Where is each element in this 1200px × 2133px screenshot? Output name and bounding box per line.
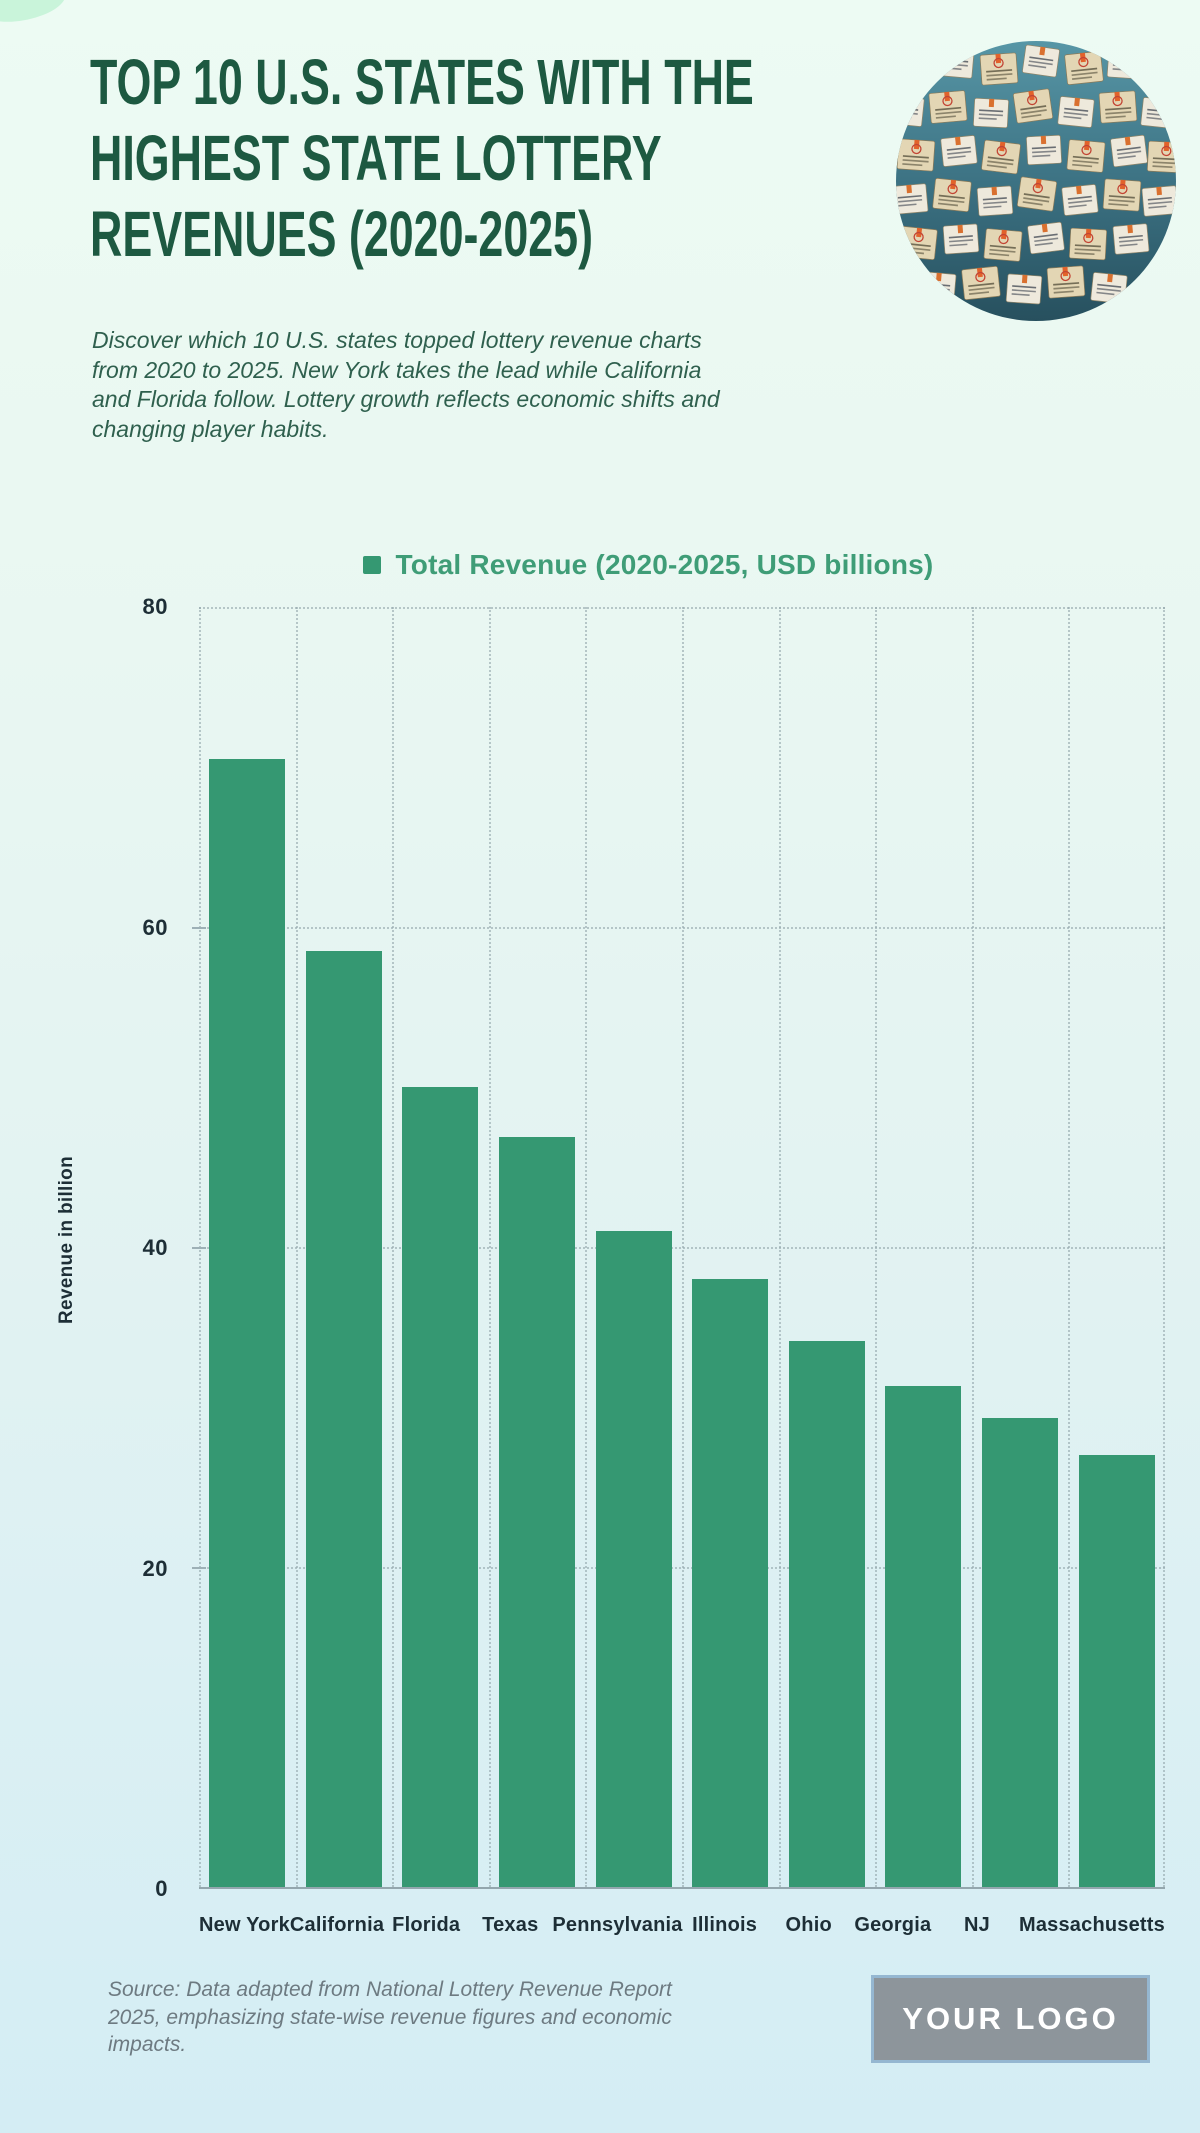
y-tick-label: 40 [142, 1235, 168, 1260]
y-axis-tick [192, 927, 206, 929]
gridline-horizontal [199, 1567, 1165, 1569]
bar-cell [1068, 607, 1165, 1887]
y-tick-label: 80 [142, 594, 168, 619]
hero-image [896, 41, 1176, 321]
bar-massachusetts [1078, 1455, 1155, 1887]
bar-nj [982, 1418, 1059, 1887]
bar-cell [296, 607, 393, 1887]
bar-new-york [209, 759, 286, 1887]
gridline-horizontal [199, 607, 1165, 609]
bar-cell [972, 607, 1069, 1887]
bar-texas [499, 1136, 576, 1887]
legend-label: Total Revenue (2020-2025, USD billions) [395, 549, 934, 580]
y-tick-label: 60 [142, 914, 168, 940]
x-tick-label: Georgia [854, 1914, 932, 1936]
y-axis-tick [192, 1567, 206, 1569]
description: Discover which 10 U.S. states topped lot… [92, 327, 720, 442]
chart-legend: Total Revenue (2020-2025, USD billions) [130, 549, 1166, 581]
x-tick-label: New York [199, 1914, 290, 1936]
bar-cell [199, 607, 296, 1887]
plot-area [192, 607, 1165, 1889]
y-tick-label: 0 [155, 1876, 168, 1901]
x-tick-label: Pennsylvania [552, 1914, 683, 1936]
logo-placeholder: YOUR LOGO [871, 1975, 1150, 2063]
x-tick-label: Florida [392, 1914, 461, 1936]
legend-swatch-icon [362, 556, 381, 574]
bar-georgia [885, 1386, 962, 1887]
corner-decoration [0, 0, 69, 29]
source-note: Source: Data adapted from National Lotte… [108, 1978, 672, 2056]
x-tick-label: Massachusetts [1018, 1914, 1165, 1936]
bar-illinois [692, 1279, 769, 1887]
x-tick-label: California [289, 1914, 385, 1936]
bar-pennsylvania [595, 1231, 672, 1887]
bar-florida [402, 1087, 479, 1887]
lottery-tickets-illustration [896, 41, 1176, 321]
bar-cell [585, 607, 682, 1887]
y-tick-label: 20 [142, 1555, 168, 1581]
x-tick-label: Illinois [692, 1914, 758, 1936]
bar-cell [392, 607, 489, 1887]
bars-container [199, 607, 1165, 1887]
bar-cell [489, 607, 586, 1887]
gridline-horizontal [199, 927, 1165, 929]
x-axis-labels: New York California Florida Texas Pennsylvan… [199, 1914, 1165, 1937]
bar-cell [779, 607, 876, 1887]
gridline-horizontal [199, 1247, 1165, 1249]
logo-text: YOUR LOGO [902, 2001, 1119, 2036]
bar-california [305, 951, 382, 1887]
bar-cell [875, 607, 972, 1887]
page-title: TOP 10 U.S. STATES WITH THE HIGHEST STAT… [90, 46, 754, 271]
x-tick-label: Ohio [785, 1914, 832, 1936]
y-axis-tick [192, 1247, 206, 1249]
x-tick-label: Texas [482, 1914, 539, 1936]
x-tick-label: NJ [963, 1914, 990, 1936]
bar-ohio [788, 1341, 865, 1887]
y-axis-title: Revenue in billion [56, 1156, 77, 1324]
bar-cell [682, 607, 779, 1887]
